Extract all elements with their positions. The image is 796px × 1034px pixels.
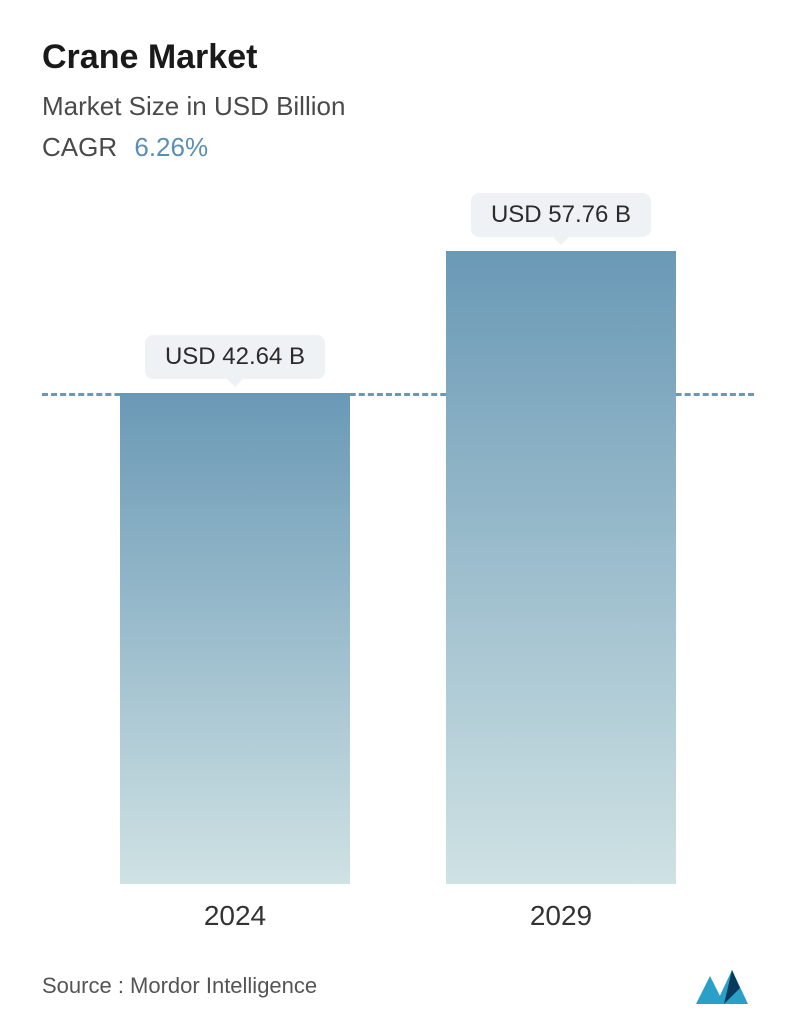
chart-subtitle: Market Size in USD Billion [42,91,754,122]
chart-area: USD 42.64 B USD 57.76 B [42,193,754,884]
mordor-logo-icon [696,968,754,1004]
x-label-0: 2024 [120,900,350,932]
header: Crane Market Market Size in USD Billion … [42,38,754,163]
cagr-row: CAGR 6.26% [42,132,754,163]
bar-1 [446,251,676,884]
source-text: Source : Mordor Intelligence [42,973,317,999]
footer: Source : Mordor Intelligence [42,960,754,1004]
cagr-label: CAGR [42,132,117,162]
bar-slot-1: USD 57.76 B [446,193,676,884]
x-axis-labels: 2024 2029 [42,884,754,932]
chart-title: Crane Market [42,38,754,77]
value-pill-0: USD 42.64 B [145,335,325,379]
bar-0 [120,393,350,884]
bar-slot-0: USD 42.64 B [120,193,350,884]
x-label-1: 2029 [446,900,676,932]
bars-row: USD 42.64 B USD 57.76 B [42,193,754,884]
value-pill-1: USD 57.76 B [471,193,651,237]
cagr-value: 6.26% [134,132,208,162]
